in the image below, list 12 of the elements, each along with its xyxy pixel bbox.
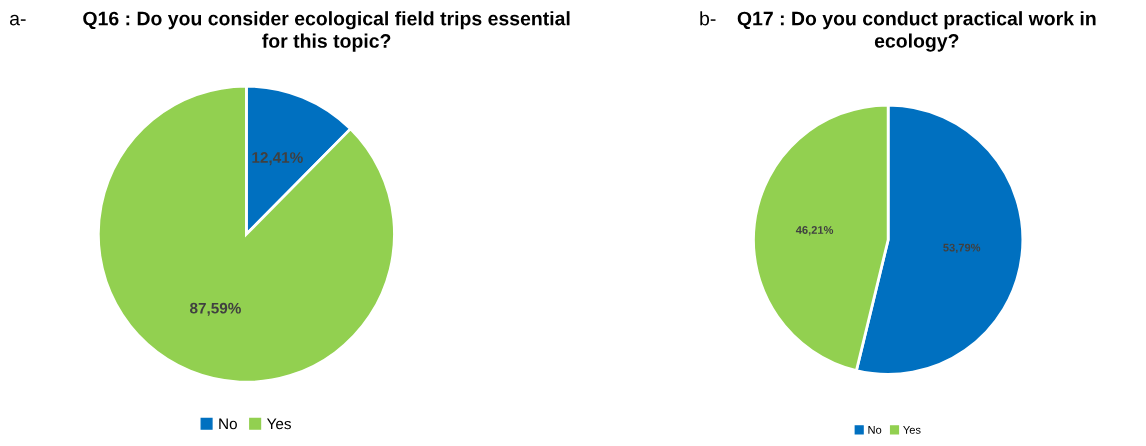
data-label: 12,41% xyxy=(252,152,303,166)
data-label: 87,59% xyxy=(190,302,241,316)
legend-label: No xyxy=(219,418,237,430)
chart-title: Q16 : Do you consider ecological field trips essential for this topic? xyxy=(83,11,570,52)
legend-label: No xyxy=(868,426,882,434)
text: b- xyxy=(700,11,716,26)
data-label: 46,21% xyxy=(795,226,834,236)
chart-title: Q17 : Do you conduct practical work in ecology? xyxy=(737,11,1096,52)
data-label: 53,79% xyxy=(943,243,981,254)
legend-label: Yes xyxy=(903,426,921,434)
legend-label: Yes xyxy=(266,418,291,430)
text: a- xyxy=(9,14,26,26)
